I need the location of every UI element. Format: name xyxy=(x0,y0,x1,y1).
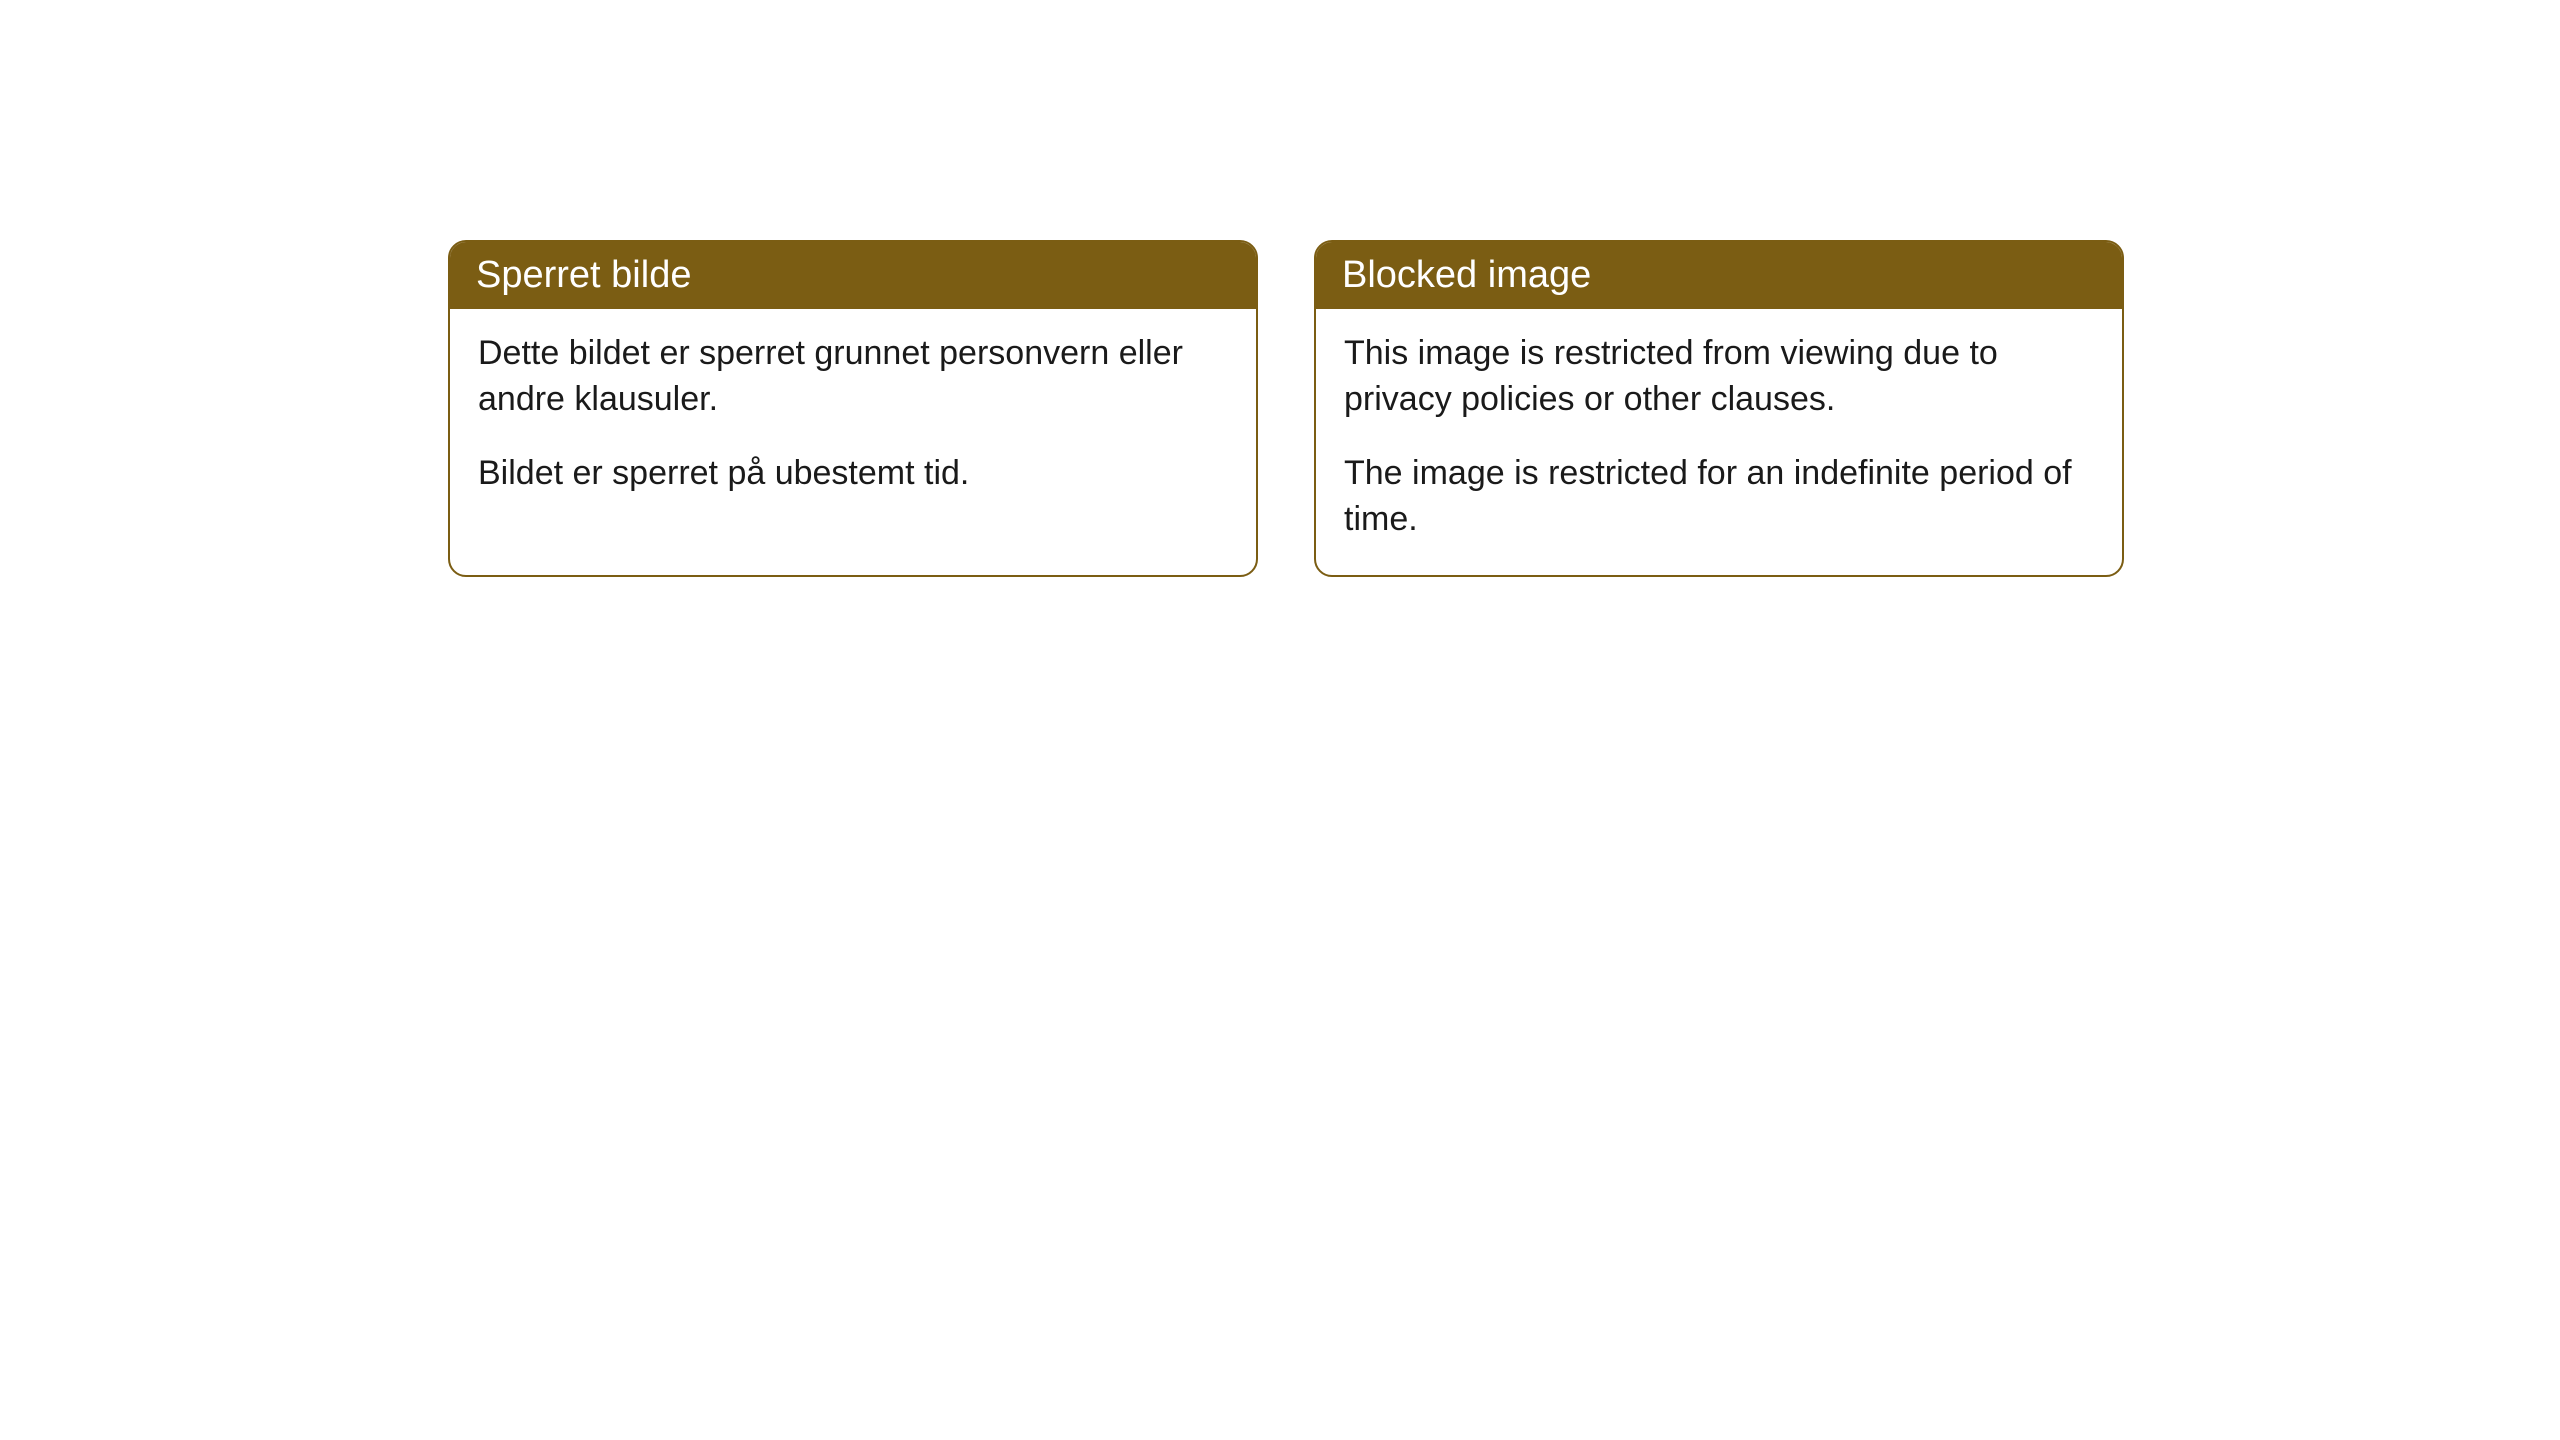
card-paragraph-2: Bildet er sperret på ubestemt tid. xyxy=(478,451,1228,497)
card-container: Sperret bilde Dette bildet er sperret gr… xyxy=(0,0,2560,577)
card-title: Blocked image xyxy=(1342,254,1591,296)
card-paragraph-1: This image is restricted from viewing du… xyxy=(1344,331,2094,423)
card-body: Dette bildet er sperret grunnet personve… xyxy=(450,309,1256,529)
card-title: Sperret bilde xyxy=(476,254,691,296)
card-header: Blocked image xyxy=(1316,242,2122,309)
card-paragraph-1: Dette bildet er sperret grunnet personve… xyxy=(478,331,1228,423)
card-paragraph-2: The image is restricted for an indefinit… xyxy=(1344,451,2094,543)
blocked-image-card-norwegian: Sperret bilde Dette bildet er sperret gr… xyxy=(448,240,1258,577)
card-body: This image is restricted from viewing du… xyxy=(1316,309,2122,575)
blocked-image-card-english: Blocked image This image is restricted f… xyxy=(1314,240,2124,577)
card-header: Sperret bilde xyxy=(450,242,1256,309)
